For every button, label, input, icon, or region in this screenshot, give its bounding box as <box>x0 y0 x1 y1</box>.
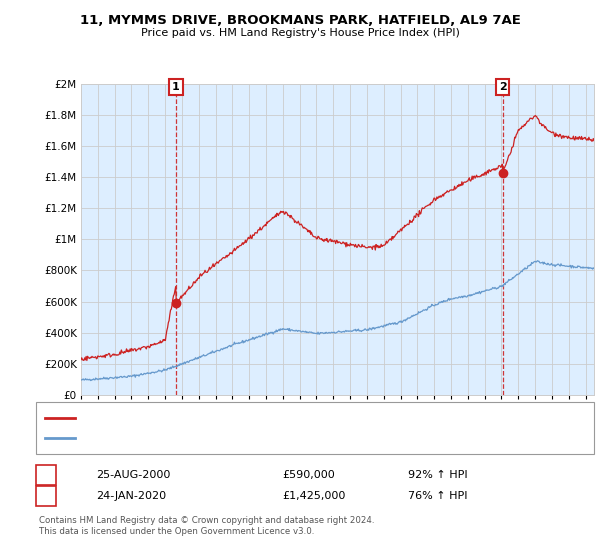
Text: 1: 1 <box>43 470 50 480</box>
Text: Contains HM Land Registry data © Crown copyright and database right 2024.
This d: Contains HM Land Registry data © Crown c… <box>39 516 374 536</box>
Text: 11, MYMMS DRIVE, BROOKMANS PARK, HATFIELD, AL9 7AE (detached house): 11, MYMMS DRIVE, BROOKMANS PARK, HATFIEL… <box>81 413 458 423</box>
Text: £590,000: £590,000 <box>282 470 335 480</box>
Text: 2: 2 <box>499 82 506 92</box>
Text: £1,425,000: £1,425,000 <box>282 491 346 501</box>
Text: 76% ↑ HPI: 76% ↑ HPI <box>408 491 467 501</box>
Text: Price paid vs. HM Land Registry's House Price Index (HPI): Price paid vs. HM Land Registry's House … <box>140 28 460 38</box>
Text: HPI: Average price, detached house, Welwyn Hatfield: HPI: Average price, detached house, Welw… <box>81 433 341 443</box>
Text: 92% ↑ HPI: 92% ↑ HPI <box>408 470 467 480</box>
Text: 1: 1 <box>172 82 180 92</box>
Text: 25-AUG-2000: 25-AUG-2000 <box>96 470 170 480</box>
Text: 24-JAN-2020: 24-JAN-2020 <box>96 491 166 501</box>
Text: 2: 2 <box>43 491 50 501</box>
Text: 11, MYMMS DRIVE, BROOKMANS PARK, HATFIELD, AL9 7AE: 11, MYMMS DRIVE, BROOKMANS PARK, HATFIEL… <box>80 14 520 27</box>
